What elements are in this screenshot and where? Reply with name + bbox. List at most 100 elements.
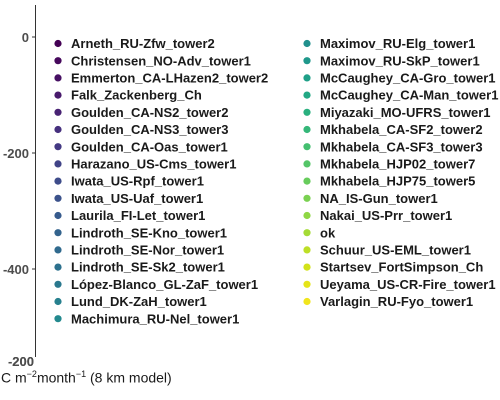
legend-item: Mkhabela_CA-SF2_tower2 [303,122,483,137]
legend-label: Mkhabela_CA-SF3_tower3 [320,139,483,154]
legend-item: Lindroth_SE-Nor_tower1 [54,243,224,258]
legend-label: Mkhabela_HJP02_tower7 [320,157,475,172]
legend-label: Varlagin_RU-Fyo_tower1 [320,294,473,309]
legend-label: Goulden_CA-NS2_tower2 [71,105,228,120]
legend-item: Maximov_RU-Elg_tower1 [303,36,475,51]
legend-item: Laurila_FI-Let_tower1 [54,208,205,223]
legend-item: Schuur_US-EML_tower1 [303,243,471,258]
legend-key [303,280,311,288]
legend-item: Iwata_US-Uaf_tower1 [54,191,203,206]
legend-label: Christensen_NO-Adv_tower1 [71,53,251,68]
legend-item: Lund_DK-ZaH_tower1 [54,294,207,309]
legend-item: Emmerton_CA-LHazen2_tower2 [54,71,268,86]
legend-key [303,108,311,116]
legend-key [303,246,311,254]
legend-key [54,246,62,254]
legend-label: NA_IS-Gun_tower1 [320,191,438,206]
legend-key [303,297,311,306]
legend-key [303,160,311,168]
legend-label: McCaughey_CA-Man_tower1 [320,88,498,103]
legend-item: Lindroth_SE-Kno_tower1 [54,225,227,240]
legend-key [54,229,62,237]
y-tick-label: 0 [22,30,29,45]
legend-label: Maximov_RU-Elg_tower1 [320,36,475,51]
legend-item: Christensen_NO-Adv_tower1 [54,53,251,68]
legend-key [54,194,62,202]
legend-item: McCaughey_CA-Man_tower1 [303,88,498,103]
legend-item: Startsev_FortSimpson_Ch [303,260,483,275]
legend-item: Maximov_RU-SkP_tower1 [303,53,480,68]
legend-key [303,143,311,151]
legend-label: Laurila_FI-Let_tower1 [71,208,205,223]
legend-key [54,143,62,151]
legend-item: Nakai_US-Prr_tower1 [303,208,452,223]
legend-label: Mkhabela_CA-SF2_tower2 [320,122,483,137]
legend-key [54,315,62,323]
legend-key [54,125,62,134]
legend-key [54,177,62,185]
legend-item: McCaughey_CA-Gro_tower1 [303,71,496,86]
legend-label: Lindroth_SE-Sk2_tower1 [71,260,225,275]
legend-label: Miyazaki_MO-UFRS_tower1 [320,105,491,120]
legend-label: Iwata_US-Uaf_tower1 [71,191,203,206]
legend-key [54,297,62,306]
legend-key [54,74,62,82]
legend-key [54,211,62,220]
legend-label: Goulden_CA-NS3_tower3 [71,122,228,137]
legend-key [303,57,311,65]
legend-item: Varlagin_RU-Fyo_tower1 [303,294,473,309]
legend-key [303,229,311,237]
legend-item: Falk_Zackenberg_Ch [54,88,202,103]
legend-item: Miyazaki_MO-UFRS_tower1 [303,105,491,120]
legend-key [54,39,62,48]
legend-label: Machimura_RU-Nel_tower1 [71,311,239,326]
legend-label: Emmerton_CA-LHazen2_tower2 [71,71,268,86]
legend-key [54,160,62,168]
legend-label: Goulden_CA-Oas_tower1 [71,139,228,154]
legend-key [54,263,62,271]
legend-label: Lindroth_SE-Nor_tower1 [71,243,224,258]
legend-label: Falk_Zackenberg_Ch [71,88,202,103]
y-axis: 0 -200 -400 [3,5,36,357]
x-tick-label: 200 [12,354,34,369]
legend-key [303,74,311,82]
legend-item: Goulden_CA-Oas_tower1 [54,139,228,154]
x-tick-label: -200 [8,354,34,369]
legend-label: Schuur_US-EML_tower1 [320,243,471,258]
legend-key [303,177,311,185]
legend-key [54,91,62,99]
legend-key [303,194,311,202]
legend-key [54,57,62,65]
legend-key [303,263,311,271]
legend-key [303,125,311,134]
legend-item: Machimura_RU-Nel_tower1 [54,311,239,326]
legend: Arneth_RU-Zfw_tower2 Christensen_NO-Adv_t… [54,36,498,326]
legend-label: López-Blanco_GL-ZaF_tower1 [71,277,258,292]
legend-item: Mkhabela_HJP75_tower5 [303,174,475,189]
legend-label: ok [320,225,336,240]
legend-item: Arneth_RU-Zfw_tower2 [54,36,215,51]
x-axis-title: C m−2month−1 (8 km model) [1,369,172,386]
legend-item: Mkhabela_CA-SF3_tower3 [303,139,483,154]
legend-item: Lindroth_SE-Sk2_tower1 [54,260,225,275]
legend-label: Arneth_RU-Zfw_tower2 [71,36,215,51]
legend-key [54,280,62,288]
legend-item: Goulden_CA-NS2_tower2 [54,105,228,120]
y-tick-label: -200 [3,146,29,161]
legend-label: Maximov_RU-SkP_tower1 [320,53,480,68]
legend-label: McCaughey_CA-Gro_tower1 [320,71,496,86]
legend-label: Harazano_US-Cms_tower1 [71,157,236,172]
legend-item: Harazano_US-Cms_tower1 [54,157,236,172]
legend-key [303,211,311,220]
legend-key [54,108,62,116]
legend-item: Goulden_CA-NS3_tower3 [54,122,228,137]
legend-key [303,39,311,48]
legend-label: Ueyama_US-CR-Fire_tower1 [320,277,496,292]
legend-item: Ueyama_US-CR-Fire_tower1 [303,277,496,292]
legend-key [303,91,311,99]
legend-label: Startsev_FortSimpson_Ch [320,260,483,275]
legend-label: Lindroth_SE-Kno_tower1 [71,225,227,240]
y-tick-label: -400 [3,262,29,277]
